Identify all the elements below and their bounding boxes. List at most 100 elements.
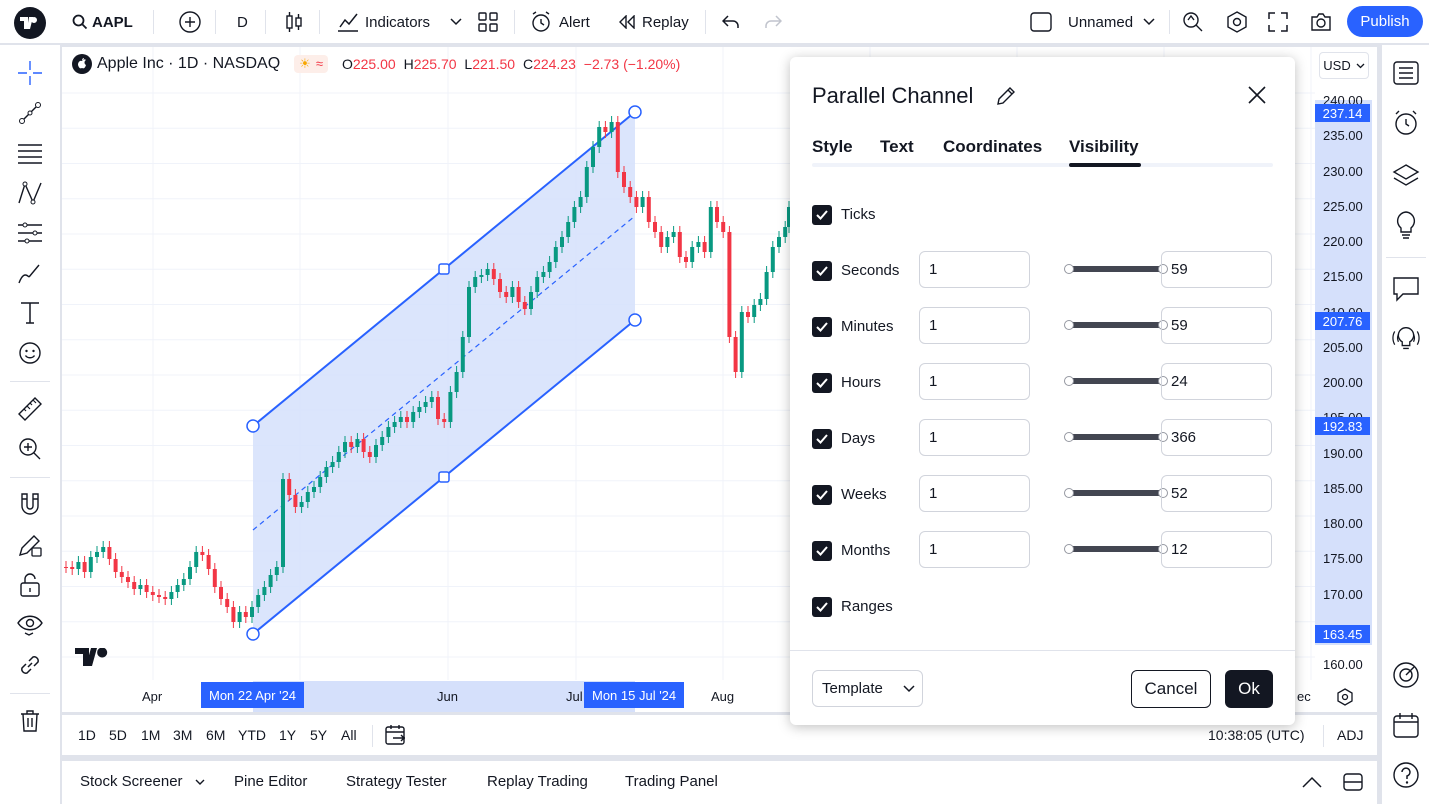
- min-input[interactable]: 1: [919, 307, 1030, 344]
- crosshair-tool[interactable]: [14, 57, 46, 89]
- snapshot-button[interactable]: [1310, 0, 1332, 44]
- forecast-tool[interactable]: [14, 217, 46, 249]
- undo-button[interactable]: [722, 0, 740, 44]
- lock-drawing-tool[interactable]: [14, 529, 46, 561]
- channel-handle[interactable]: [246, 627, 260, 641]
- tab-text[interactable]: Text: [880, 137, 914, 156]
- tf-1d[interactable]: 1D: [78, 727, 96, 743]
- zoom-in-tool[interactable]: [14, 433, 46, 465]
- tab-pine-editor[interactable]: Pine Editor: [234, 773, 308, 790]
- emoji-tool[interactable]: [14, 337, 46, 369]
- checkbox[interactable]: [812, 261, 832, 281]
- channel-handle[interactable]: [628, 105, 642, 119]
- sync-drawings-tool[interactable]: [14, 649, 46, 681]
- min-input[interactable]: 1: [919, 475, 1030, 512]
- min-input[interactable]: 1: [919, 251, 1030, 288]
- indicators-button[interactable]: Indicators: [337, 0, 430, 44]
- measure-tool[interactable]: [14, 393, 46, 425]
- compare-symbol-button[interactable]: [179, 0, 201, 44]
- alerts-button[interactable]: [1390, 107, 1422, 139]
- channel-handle[interactable]: [438, 263, 450, 275]
- text-tool[interactable]: [14, 297, 46, 329]
- tf-5y[interactable]: 5Y: [310, 727, 328, 743]
- range-slider[interactable]: [1064, 320, 1168, 330]
- lock-all-tool[interactable]: [14, 569, 46, 601]
- watchlist-button[interactable]: [1390, 57, 1422, 89]
- currency-select[interactable]: USD: [1319, 52, 1369, 79]
- price-scale[interactable]: [1315, 100, 1372, 645]
- template-dropdown[interactable]: Template: [812, 670, 923, 707]
- close-icon[interactable]: [1247, 85, 1267, 105]
- checkbox[interactable]: [812, 541, 832, 561]
- tf-ytd[interactable]: YTD: [238, 727, 266, 743]
- scale-settings-icon[interactable]: [1336, 688, 1354, 706]
- tf-all[interactable]: All: [341, 727, 357, 743]
- tab-coordinates[interactable]: Coordinates: [943, 137, 1043, 156]
- redo-button[interactable]: [764, 0, 782, 44]
- max-input[interactable]: 366: [1161, 419, 1272, 456]
- hide-drawings-tool[interactable]: [14, 609, 46, 641]
- checkbox[interactable]: [812, 205, 832, 225]
- publish-button[interactable]: Publish: [1347, 6, 1423, 37]
- min-input[interactable]: 1: [919, 531, 1030, 568]
- tf-1y[interactable]: 1Y: [279, 727, 297, 743]
- indicators-dropdown[interactable]: [450, 0, 462, 44]
- tab-stock-screener[interactable]: Stock Screener: [80, 773, 205, 790]
- symbol-search-button[interactable]: AAPL: [72, 0, 133, 44]
- range-slider[interactable]: [1064, 376, 1168, 386]
- chats-button[interactable]: [1390, 273, 1422, 305]
- chart-type-button[interactable]: [284, 0, 304, 44]
- chevron-up-icon[interactable]: [1302, 776, 1322, 788]
- ideas-button[interactable]: [1390, 209, 1422, 241]
- magnet-tool[interactable]: [14, 489, 46, 521]
- range-slider[interactable]: [1064, 488, 1168, 498]
- adj-toggle[interactable]: ADJ: [1337, 727, 1364, 743]
- tab-replay-trading[interactable]: Replay Trading: [487, 773, 588, 790]
- market-status-badge[interactable]: ☀ ≈: [294, 55, 328, 73]
- tf-5d[interactable]: 5D: [109, 727, 127, 743]
- remove-drawings-tool[interactable]: [14, 705, 46, 737]
- range-slider[interactable]: [1064, 544, 1168, 554]
- tab-visibility[interactable]: Visibility: [1069, 137, 1139, 156]
- channel-handle[interactable]: [438, 471, 450, 483]
- range-slider[interactable]: [1064, 264, 1168, 274]
- fib-tool[interactable]: [14, 137, 46, 169]
- max-input[interactable]: 52: [1161, 475, 1272, 512]
- max-input[interactable]: 59: [1161, 307, 1272, 344]
- date-range-icon[interactable]: [384, 724, 408, 746]
- tab-style[interactable]: Style: [812, 137, 853, 156]
- quick-search-button[interactable]: [1182, 0, 1204, 44]
- checkbox[interactable]: [812, 373, 832, 393]
- interval-button[interactable]: D: [237, 0, 248, 44]
- checkbox[interactable]: [812, 317, 832, 337]
- streams-button[interactable]: [1390, 323, 1422, 355]
- trend-line-tool[interactable]: [14, 97, 46, 129]
- tradingview-logo[interactable]: [14, 7, 46, 39]
- help-button[interactable]: [1390, 759, 1422, 791]
- max-input[interactable]: 59: [1161, 251, 1272, 288]
- max-input[interactable]: 24: [1161, 363, 1272, 400]
- layout-select-button[interactable]: [1030, 0, 1052, 44]
- layouts-button[interactable]: [478, 0, 498, 44]
- min-input[interactable]: 1: [919, 363, 1030, 400]
- calendar-button[interactable]: [1390, 709, 1422, 741]
- brush-tool[interactable]: [14, 257, 46, 289]
- range-slider[interactable]: [1064, 432, 1168, 442]
- layout-name-button[interactable]: Unnamed: [1068, 0, 1155, 44]
- object-tree-button[interactable]: [1390, 159, 1422, 191]
- fullscreen-button[interactable]: [1268, 0, 1288, 44]
- edit-title-icon[interactable]: [996, 86, 1016, 106]
- replay-button[interactable]: Replay: [618, 0, 689, 44]
- tab-trading-panel[interactable]: Trading Panel: [625, 773, 718, 790]
- min-input[interactable]: 1: [919, 419, 1030, 456]
- tf-1m[interactable]: 1M: [141, 727, 161, 743]
- channel-handle[interactable]: [628, 313, 642, 327]
- checkbox[interactable]: [812, 485, 832, 505]
- ok-button[interactable]: Ok: [1225, 670, 1273, 708]
- channel-handle[interactable]: [246, 419, 260, 433]
- settings-button[interactable]: [1226, 0, 1248, 44]
- tab-strategy-tester[interactable]: Strategy Tester: [346, 773, 447, 790]
- tf-6m[interactable]: 6M: [206, 727, 226, 743]
- maximize-panel-icon[interactable]: [1343, 773, 1363, 791]
- cancel-button[interactable]: Cancel: [1131, 670, 1211, 708]
